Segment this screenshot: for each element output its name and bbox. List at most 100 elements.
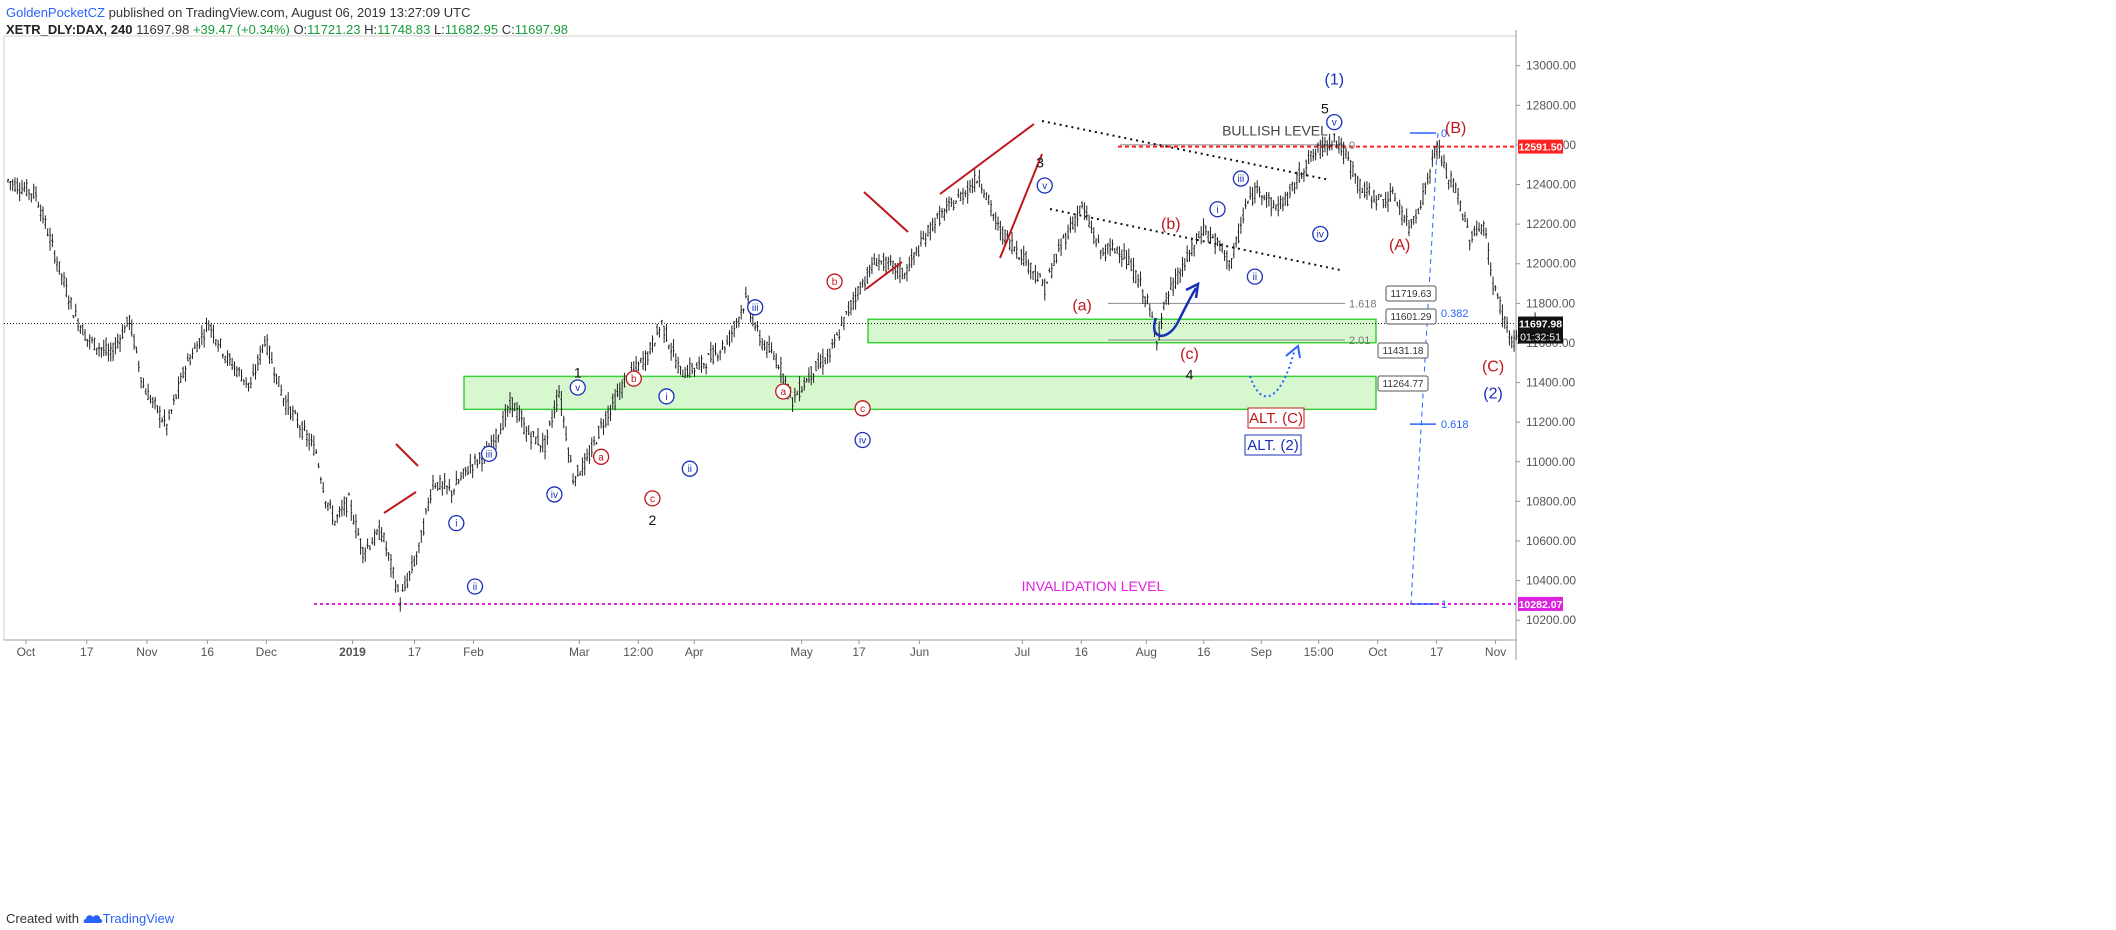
x-tick-label: 2019 [339, 645, 366, 659]
projection-path-main [1153, 287, 1198, 338]
x-tick-label: 16 [201, 645, 215, 659]
projection-arrow-head [1185, 281, 1200, 299]
wave-label-circle [448, 515, 465, 532]
price-chart[interactable]: 10200.00 10400.00 10600.00 10800.00 11000.00… [0, 0, 2116, 900]
x-tick-label: Sep [1251, 645, 1273, 659]
fib-level-label: 0 [1349, 140, 1355, 152]
y-tick-label: 12800.00 [1526, 98, 1576, 112]
wave-label-circle [854, 400, 871, 417]
wave-label-(a): (a) [1072, 297, 1092, 314]
y-tick-label: 12400.00 [1526, 178, 1576, 192]
x-tick-label: Aug [1136, 645, 1157, 659]
fib-retracement-label: 0.618 [1441, 419, 1469, 431]
projection-alt-arrow-head [1285, 344, 1301, 359]
x-tick-label: Jul [1015, 645, 1030, 659]
x-tick-label: 17 [1430, 645, 1444, 659]
wave-label-circle [480, 445, 498, 462]
created-with-text: Created with [6, 911, 79, 926]
wave-label-i: i [455, 519, 457, 530]
wave-label-(b): (b) [1161, 216, 1181, 233]
projection-path-alt [1249, 351, 1295, 398]
lower-target-zone [463, 375, 1377, 411]
publish-text: published on TradingView.com, August 06,… [108, 5, 471, 20]
author-link[interactable]: GoldenPocketCZ [6, 5, 105, 20]
wave-label-(1): (1) [1324, 72, 1344, 89]
wave-label-iii: iii [752, 303, 759, 314]
channel-upper-line [1041, 120, 1331, 181]
wave-label-circle [546, 486, 563, 503]
y-tick-label: 10400.00 [1526, 574, 1576, 588]
wave-label-v: v [1042, 181, 1047, 192]
price-axis-badge [1518, 316, 1563, 331]
wave-label-c: c [650, 494, 655, 505]
wave-label-b: b [631, 374, 637, 385]
x-tick-label: Nov [1485, 645, 1506, 659]
price-axis-badge-text: 10282.07 [1519, 599, 1563, 611]
tradingview-brand: TradingView [102, 911, 175, 926]
x-tick-label: Apr [685, 645, 704, 659]
wave-label-3: 3 [1036, 155, 1044, 171]
wave-label-circle [747, 299, 764, 316]
wave-label-circle [1326, 113, 1343, 131]
invalidation-level-label: INVALIDATION LEVEL [1022, 578, 1165, 594]
wave-label-4: 4 [1186, 367, 1194, 383]
wave-label-b: b [832, 277, 838, 288]
x-tick-label: 17 [408, 645, 422, 659]
wave-label-c: c [860, 404, 865, 415]
y-tick-label: 10200.00 [1526, 613, 1576, 627]
wedge-line [865, 261, 903, 290]
wave-label-(c): (c) [1180, 346, 1199, 363]
alt-label-box [1244, 434, 1302, 456]
wave-labels: (1)5v (B)3viiii(b)iv(A)ii(a)biii(c)(C)4(2… [448, 72, 1504, 595]
x-tick-label: 17 [852, 645, 866, 659]
y-tick-label: 11200.00 [1526, 415, 1575, 429]
price-axis-badge [1518, 596, 1563, 611]
y-tick-label: 12000.00 [1526, 257, 1576, 271]
upper-target-zone [867, 318, 1377, 344]
wedge-line [999, 153, 1043, 259]
wave-label-ii: ii [473, 582, 477, 593]
wave-label-circle [644, 490, 661, 507]
tradingview-logo[interactable]: TradingView [83, 911, 175, 926]
wave-label-circle [854, 431, 871, 449]
price-box-text: 11601.29 [1391, 312, 1432, 323]
wedge-line [939, 123, 1035, 195]
last-price-text: 11697.98 [136, 22, 190, 37]
tradingview-cloud-icon [83, 915, 102, 923]
fib-retracement: 0 0.382 0.618 1 [1410, 128, 1469, 611]
fib-retracement-label: 1 [1441, 599, 1447, 611]
price-box-text: 11719.63 [1391, 289, 1432, 300]
x-tick-label: 17 [80, 645, 94, 659]
countdown-badge [1518, 330, 1563, 344]
wave-label-iii: iii [1238, 174, 1245, 185]
wave-label-circle [569, 379, 586, 396]
wave-label-circle [775, 383, 792, 400]
x-tick-label: Oct [17, 645, 36, 659]
wave-label-circle [826, 273, 843, 290]
publish-line: GoldenPocketCZ published on TradingView.… [6, 4, 568, 21]
price-box [1377, 342, 1429, 359]
x-tick-label: Feb [463, 645, 484, 659]
x-tick-label: 16 [1075, 645, 1089, 659]
symbol-name[interactable]: XETR_DLY:DAX, 240 [6, 22, 133, 37]
wave-label-circle [1246, 268, 1264, 285]
fib-retracement-trend [1410, 133, 1439, 604]
wave-label-5: 5 [1321, 100, 1329, 116]
y-tick-label: 10800.00 [1526, 494, 1576, 508]
alt-label-text: ALT. (2) [1247, 437, 1298, 454]
wave-label-circle [1312, 225, 1329, 243]
open-value: 11721.23 [307, 22, 361, 37]
x-tick-label: 16 [1197, 645, 1211, 659]
channel-lower-line [1049, 208, 1341, 271]
x-tick-label: 15:00 [1304, 645, 1334, 659]
fib-retracement-label: 0 [1441, 128, 1447, 140]
fib-retracement-label: 0.382 [1441, 308, 1469, 320]
price-axis-badge-text: 11697.98 [1519, 319, 1562, 331]
wave-label-circle [466, 578, 484, 595]
wave-label-i: i [1216, 205, 1218, 216]
wave-label-iv: iv [551, 490, 558, 501]
y-tick-label: 11000.00 [1526, 455, 1575, 469]
wedge-line [395, 443, 419, 467]
y-axis: 10200.00 10400.00 10600.00 10800.00 11000.00… [1516, 59, 1576, 627]
wave-label-circle [625, 370, 642, 387]
